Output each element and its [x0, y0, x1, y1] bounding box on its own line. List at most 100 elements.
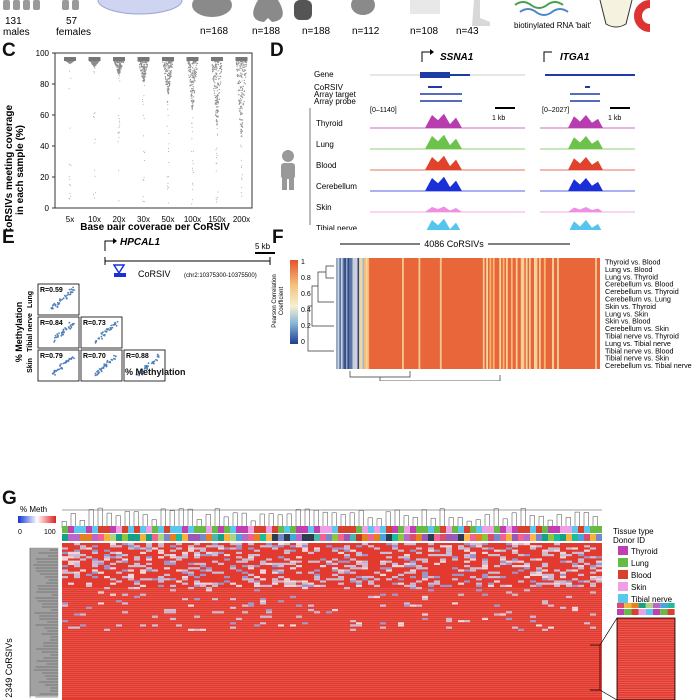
f-row-label: Skin vs. Thyroid	[605, 302, 656, 311]
f-cbar-label: Pearson CorrelationCoefficient	[272, 274, 285, 327]
e-r-value: R=0.88	[126, 353, 149, 360]
c-xtick: 5x	[66, 215, 74, 224]
c-ytick: 20	[40, 173, 49, 182]
blood-tube-icon	[294, 0, 312, 20]
rna-bait-icon	[514, 1, 564, 9]
f-row-label: Skin vs. Blood	[605, 317, 651, 326]
e-row-label: Tibial nerve	[27, 313, 34, 352]
count-nerve: n=43	[456, 26, 479, 37]
count-blood: n=188	[302, 26, 331, 37]
d-track-label: Array probe	[314, 97, 356, 106]
tube-icon	[599, 0, 633, 28]
d-tissue-label: Cerebellum	[316, 182, 357, 191]
d-tissue-label: Tibial nerve	[316, 224, 358, 230]
brain-icon	[192, 0, 232, 17]
g-ylabel: 2349 CoRSIVs	[4, 638, 14, 698]
g-legend-swatch	[618, 546, 628, 555]
f-row-label: Lung vs. Blood	[605, 265, 653, 274]
panel-c-ylabel: CoRSIVs meeting coveragein each sample (…	[4, 105, 26, 230]
f-cbar-tick: 0	[301, 339, 305, 346]
females-count: 57	[66, 16, 78, 27]
panel-e-label: E	[2, 227, 15, 248]
d-track-label: Gene	[314, 70, 334, 79]
f-cbar-tick: 0.2	[301, 323, 311, 330]
top-strip: 131 males 57 females n=168 n=188 n=188 n…	[3, 0, 651, 38]
g-legend-label: Blood	[631, 571, 651, 580]
gene-ssna1: SSNA1	[440, 52, 474, 63]
g-legend-swatch	[618, 570, 628, 579]
f-cbar-tick: 1	[301, 259, 305, 266]
range-right: [0–2027]	[542, 107, 569, 114]
bait-label: biotinylated RNA 'bait'	[514, 21, 592, 30]
e-r-value: R=0.79	[40, 353, 63, 360]
d-tissue-label: Lung	[316, 140, 334, 149]
g-legend-swatch	[618, 582, 628, 591]
c-ytick: 100	[36, 49, 50, 58]
panel-e-matrix: HPCAL1 5 kb CoRSIV (chr2:10375300-103755…	[14, 237, 275, 382]
panel-d-label: D	[270, 40, 284, 61]
c-ytick: 80	[40, 80, 49, 89]
count-lung: n=188	[252, 26, 281, 37]
males-label: males	[3, 27, 30, 38]
count-brain: n=168	[200, 26, 229, 37]
d-tissue-label: Thyroid	[316, 119, 343, 128]
e-xlabel: % Methylation	[125, 367, 186, 377]
f-row-label: Tibial nerve vs. Skin	[605, 354, 669, 363]
f-row-label: Lung vs. Tibial nerve	[605, 339, 671, 348]
f-title: 4086 CoRSIVs	[424, 239, 484, 249]
c-xtick: 100x	[184, 215, 201, 224]
d-track-label: CoRSIV	[314, 83, 344, 92]
g-legend-swatch	[618, 594, 628, 603]
g-legend-label: Lung	[631, 559, 649, 568]
lung-icon	[253, 0, 283, 22]
panel-f-heatmap: 4086 CoRSIVs 1 0.8 0.6 0.4 0.2 0 Pearson Corr…	[272, 239, 692, 381]
cell-dish-icon	[97, 0, 183, 15]
e-r-value: R=0.70	[83, 353, 106, 360]
range-left: [0–1140]	[370, 107, 397, 114]
e-r-value: R=0.59	[40, 287, 63, 294]
g-legend-label: Skin	[631, 583, 647, 592]
males-count: 131	[5, 16, 22, 27]
panel-g-heatmap: % Meth 0 100 Tissue type Donor ID Thyroi…	[4, 505, 676, 700]
thyroid-icon	[351, 0, 375, 15]
panel-g-label: G	[2, 488, 17, 509]
f-cbar-tick: 0.8	[301, 275, 311, 282]
f-row-label: Tibial nerve vs. Thyroid	[605, 332, 679, 341]
panel-f-label: F	[272, 227, 284, 248]
g-tissue-type: Tissue type	[613, 527, 654, 536]
c-ytick: 40	[40, 142, 49, 151]
g-legend-swatch	[618, 558, 628, 567]
scale-right: 1 kb	[608, 115, 621, 122]
gene-itga1: ITGA1	[560, 52, 590, 63]
c-ytick: 0	[45, 204, 50, 213]
f-row-label: Lung vs. Skin	[605, 309, 648, 318]
f-row-label: Thyroid vs. Blood	[605, 258, 661, 267]
f-cbar-tick: 0.4	[301, 307, 311, 314]
f-row-label: Cerebellum vs. Tibial nerve	[605, 361, 692, 370]
e-r-value: R=0.73	[83, 320, 106, 327]
f-row-label: Tibial nerve vs. Blood	[605, 346, 673, 355]
gene-hpcal1: HPCAL1	[120, 237, 160, 248]
d-tissue-label: Blood	[316, 161, 336, 170]
c-ytick: 60	[40, 111, 49, 120]
c-xtick: 50x	[162, 215, 175, 224]
panel-c-label: C	[2, 40, 16, 61]
e-row-label: Skin	[27, 358, 34, 373]
g-scale-100: 100	[44, 529, 56, 536]
leg-icon	[472, 0, 490, 26]
magnet-icon	[634, 0, 651, 32]
person-icons	[3, 0, 79, 10]
f-row-label: Cerebellum vs. Thyroid	[605, 287, 679, 296]
e-r-value: R=0.84	[40, 320, 63, 327]
e-row-label: Lung	[27, 291, 34, 308]
count-skin: n=108	[410, 26, 439, 37]
e-ylabel: % Methylation	[14, 302, 24, 363]
g-legend-label: Thyroid	[631, 547, 658, 556]
corsiv-label: CoRSIV	[138, 269, 171, 279]
panel-c-plot: CoRSIVs meeting coveragein each sample (…	[4, 49, 253, 230]
c-xtick: 150x	[208, 215, 225, 224]
f-row-label: Cerebellum vs. Skin	[605, 324, 669, 333]
skin-icon	[410, 0, 440, 14]
females-label: females	[56, 27, 91, 38]
